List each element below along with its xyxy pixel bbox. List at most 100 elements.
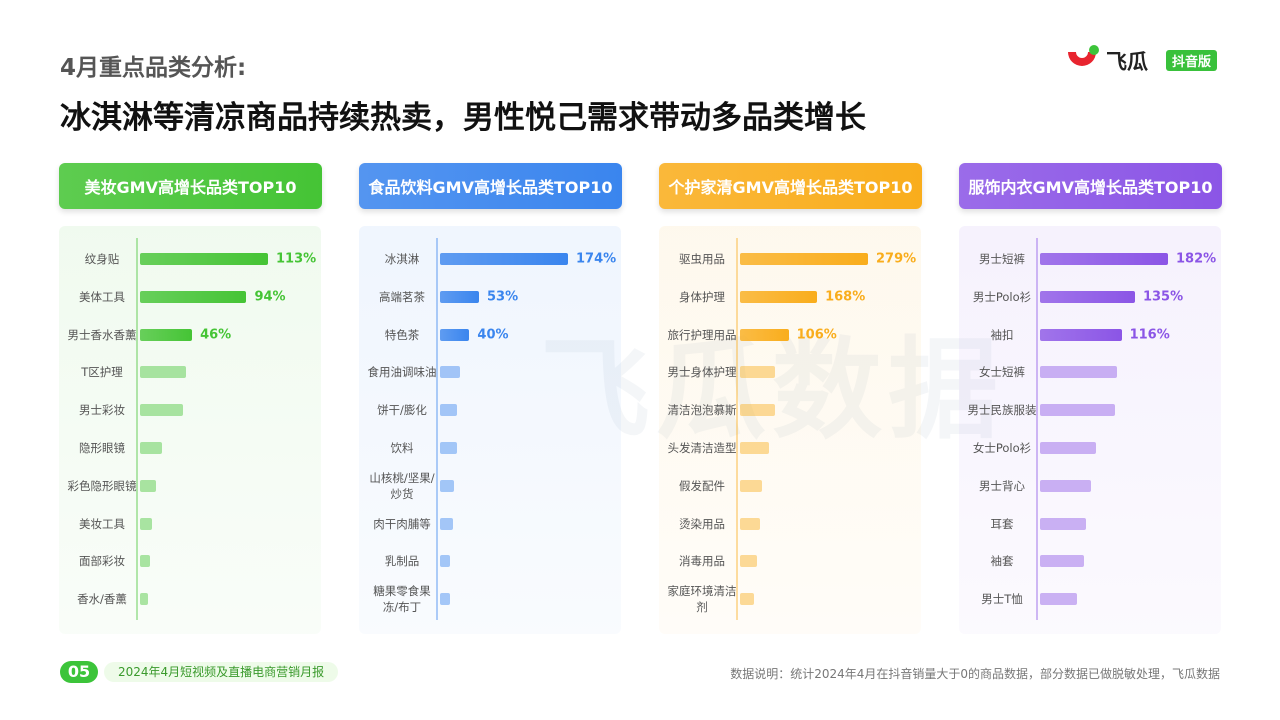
panel-title: 美妆GMV高增长品类TOP10 <box>59 163 322 209</box>
bar <box>740 517 761 530</box>
category-label: 家庭环境清洁剂 <box>667 584 737 615</box>
category-label: 美妆工具 <box>79 516 125 531</box>
bar <box>1040 253 1168 265</box>
watermark: 飞瓜数据 <box>540 300 1004 460</box>
value-label: 116% <box>1129 327 1170 343</box>
value-label: 279% <box>876 251 917 267</box>
bar <box>440 253 568 265</box>
chart-panel: 冰淇淋 174% 高端茗茶 53% 特色茶 40% 食用油调味油 饼干/膨化饮料山核桃/坚果/… <box>359 226 621 634</box>
category-label: 山核桃/坚果/炒货 <box>369 470 435 501</box>
category-label: 女士Polo衫 <box>972 441 1032 455</box>
axis-line <box>1036 238 1038 620</box>
bar <box>1040 593 1078 606</box>
chart-panel: 纹身贴 113% 美体工具 94% 男士香水香薰 46% T区护理 男士彩妆 隐形眼镜 彩色隐形眼… <box>59 226 321 634</box>
bar <box>440 404 457 417</box>
category-label: 男士T恤 <box>981 592 1023 607</box>
value-label: 106% <box>796 327 837 343</box>
category-label: 男士身体护理 <box>667 365 737 380</box>
category-label: 男士背心 <box>979 478 1025 493</box>
bar <box>140 366 187 379</box>
bar <box>440 479 454 492</box>
bar <box>140 517 153 530</box>
bar <box>1040 442 1097 454</box>
category-label: 香水/香薰 <box>77 592 127 607</box>
category-label: 男士香水香薰 <box>67 327 137 342</box>
category-label: 头发清洁造型 <box>667 441 737 455</box>
category-label: 彩色隐形眼镜 <box>67 478 137 493</box>
bar <box>140 442 162 454</box>
category-label: 面部彩妆 <box>79 554 125 569</box>
category-label: 清洁泡泡慕斯 <box>667 403 737 418</box>
bar <box>140 328 193 341</box>
value-label: 46% <box>200 327 232 343</box>
chart-panel: 男士短裤 182% 男士Polo衫 135% 袖扣 116% 女士短裤 男士民族服装 女士Pol… <box>959 226 1221 634</box>
bar <box>440 328 470 341</box>
bar <box>440 442 457 454</box>
bar <box>1040 517 1087 530</box>
title: 冰淇淋等清凉商品持续热卖，男性悦己需求带动多品类增长 <box>60 100 866 136</box>
logo-badge: 抖音版 <box>1166 50 1218 71</box>
value-label: 53% <box>486 289 519 305</box>
category-label: 隐形眼镜 <box>79 441 125 455</box>
category-label: 乳制品 <box>384 554 420 569</box>
bar <box>440 555 451 568</box>
bar <box>140 593 148 606</box>
axis-line <box>436 238 438 620</box>
bar <box>740 479 763 492</box>
category-label: 假发配件 <box>679 478 725 493</box>
category-label: 饮料 <box>390 441 414 455</box>
data-note: 数据说明：统计2024年4月在抖音销量大于0的商品数据，部分数据已做脱敏处理，飞… <box>730 667 1220 681</box>
bar <box>440 366 460 379</box>
value-label: 94% <box>254 289 286 305</box>
axis-line <box>136 238 138 620</box>
category-label: 男士彩妆 <box>79 403 125 418</box>
category-label: 饼干/膨化 <box>377 403 427 418</box>
category-label: 袖套 <box>990 554 1014 569</box>
bar <box>140 555 151 568</box>
value-label: 135% <box>1142 289 1184 305</box>
bar <box>1040 404 1115 417</box>
bar <box>140 479 156 492</box>
value-label: 40% <box>477 327 509 343</box>
bar <box>140 404 184 417</box>
bar <box>740 404 775 417</box>
category-label: 高端茗茶 <box>379 289 425 304</box>
bar <box>740 253 868 265</box>
category-label: 冰淇淋 <box>384 252 420 266</box>
category-label: 糖果零食果冻/布丁 <box>373 584 431 615</box>
logo-icon <box>1068 45 1099 66</box>
category-label: 耳套 <box>990 516 1014 531</box>
bar <box>740 442 769 454</box>
category-label: 特色茶 <box>384 327 420 342</box>
category-label: 男士Polo衫 <box>972 289 1032 304</box>
bar <box>740 555 757 568</box>
bar <box>140 253 268 265</box>
bar <box>440 290 479 303</box>
page-number: 05 <box>60 661 98 683</box>
value-label: 113% <box>276 251 317 267</box>
category-label: 消毒用品 <box>679 554 725 569</box>
bar <box>1040 328 1122 341</box>
category-label: 食用油调味油 <box>367 365 437 380</box>
category-label: 男士民族服装 <box>967 403 1037 418</box>
axis-line <box>736 238 738 620</box>
report-name: 2024年4月短视频及直播电商营销月报 <box>104 662 339 682</box>
bar <box>740 328 789 341</box>
bar <box>1040 479 1092 492</box>
category-label: 身体护理 <box>679 289 725 304</box>
bar <box>1040 555 1084 568</box>
panel-title: 食品饮料GMV高增长品类TOP10 <box>359 163 622 209</box>
bar <box>740 366 775 379</box>
category-label: 袖扣 <box>990 327 1014 342</box>
category-label: 驱虫用品 <box>679 252 725 266</box>
chart-panel: 驱虫用品 279% 身体护理 168% 旅行护理用品 106% 男士身体护理 清洁泡泡慕斯 头发… <box>659 226 921 634</box>
value-label: 168% <box>825 289 866 305</box>
bar <box>1040 290 1135 303</box>
value-label: 174% <box>576 251 617 267</box>
bar <box>140 290 247 303</box>
bar <box>440 517 453 530</box>
bar <box>740 593 754 606</box>
bar <box>740 290 818 303</box>
category-label: 旅行护理用品 <box>667 327 737 342</box>
